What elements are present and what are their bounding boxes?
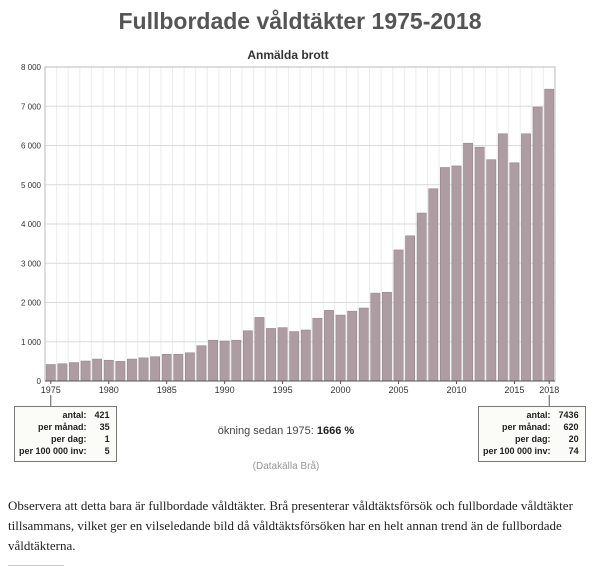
bar-1989 [208, 339, 218, 382]
divider [8, 565, 64, 566]
increase-value: 1666 % [316, 425, 355, 437]
chart-subtitle: Anmälda brott [247, 48, 329, 62]
bar-chart: 0 1 000 2 000 3 000 4 000 5 000 6 000 7 000 8 00… [21, 63, 559, 407]
x-tick-label: 2010 [446, 385, 466, 395]
caption-text: Observera att detta bara är fullbordade … [8, 498, 573, 553]
bar-2014 [497, 133, 508, 382]
increase-text: ökning sedan 1975: 1666 % [0, 425, 572, 437]
bar-2006 [405, 235, 415, 382]
y-tick-label: 7 000 [21, 102, 42, 111]
bar-2002 [358, 307, 369, 382]
stats-label: antal: [526, 410, 551, 420]
x-tick-label: 1980 [99, 385, 119, 395]
x-tick-label: 2000 [331, 385, 351, 395]
bar-2000 [335, 314, 346, 382]
stats-value: 1 [104, 434, 110, 444]
stats-box-start: antal: 421 per månad: 35 per dag: 1 per 100… [14, 406, 117, 462]
bar-1978 [80, 360, 91, 382]
bar-2016 [521, 133, 531, 382]
stats-row: per dag: 20 [483, 434, 579, 446]
bar-2017 [532, 106, 543, 382]
bar-1987 [185, 352, 195, 382]
bar-1995 [277, 327, 288, 382]
stats-value: 20 [568, 434, 579, 444]
bar-2011 [463, 142, 473, 382]
bar-1999 [324, 310, 334, 382]
stats-value: 7436 [558, 410, 579, 420]
stats-value: 5 [104, 446, 110, 456]
x-tick-label: 2005 [389, 385, 409, 395]
bar-1990 [219, 340, 230, 382]
bar-2012 [474, 146, 485, 382]
stats-value: 620 [563, 422, 579, 432]
stats-row: per 100 000 inv: 5 [19, 446, 110, 458]
stats-row: per dag: 1 [19, 434, 110, 446]
stats-label: per dag: [515, 434, 551, 444]
bar-1980 [103, 359, 114, 382]
stats-row: per månad: 35 [19, 422, 110, 434]
bar-2005 [393, 249, 404, 382]
data-source: (Datakälla Brå) [252, 461, 320, 472]
bar-2013 [486, 159, 497, 382]
stats-label: per 100 000 inv: [483, 446, 551, 456]
bar-2008 [428, 188, 439, 382]
stats-value: 74 [568, 446, 579, 456]
stats-row: per månad: 620 [483, 422, 579, 434]
y-tick-label: 0 [37, 377, 42, 386]
y-tick-label: 5 000 [21, 181, 42, 190]
bar-1985 [161, 354, 172, 382]
y-tick-label: 4 000 [21, 220, 42, 229]
bar-1986 [173, 354, 184, 382]
x-tick-label: 1990 [215, 385, 235, 395]
stats-label: per månad: [502, 422, 551, 432]
stats-row: antal: 7436 [483, 410, 579, 422]
bar-1996 [289, 331, 300, 382]
y-tick-label: 6 000 [21, 142, 42, 151]
bar-1997 [300, 329, 311, 382]
chart-title: Fullbordade våldtäkter 1975-2018 [118, 8, 482, 34]
stats-row: antal: 421 [19, 410, 110, 422]
bar-2010 [451, 165, 462, 382]
bar-1983 [138, 357, 149, 382]
bar-1979 [92, 358, 103, 382]
increase-label: ökning sedan 1975: [217, 425, 314, 437]
x-tick-label: 2015 [504, 385, 524, 395]
stats-value: 35 [99, 422, 110, 432]
y-tick-label: 3 000 [21, 259, 42, 268]
bar-2009 [440, 167, 450, 382]
x-tick-label: 2018 [539, 385, 559, 395]
bar-1988 [196, 345, 207, 382]
stats-box-end: antal: 7436 per månad: 620 per dag: 20 per … [478, 406, 586, 462]
y-tick-label: 2 000 [21, 299, 42, 308]
bar-1992 [242, 330, 253, 382]
bar-2001 [347, 310, 358, 382]
x-tick-label: 1975 [41, 385, 61, 395]
bar-1975 [45, 364, 56, 382]
bar-1977 [69, 362, 79, 382]
bar-2015 [509, 162, 520, 382]
bar-2007 [416, 212, 427, 382]
bar-1991 [231, 339, 242, 382]
bar-1981 [115, 361, 126, 382]
stats-row: per 100 000 inv: 74 [483, 446, 579, 458]
x-tick-label: 1985 [157, 385, 177, 395]
bar-1993 [254, 317, 265, 382]
bar-1994 [266, 328, 276, 382]
bar-1984 [150, 356, 161, 382]
stats-label: per 100 000 inv: [19, 446, 87, 456]
y-tick-label: 1 000 [21, 338, 42, 347]
x-tick-label: 1995 [273, 385, 293, 395]
stats-label: per dag: [51, 434, 87, 444]
stats-value: 421 [94, 410, 110, 420]
stats-label: antal: [62, 410, 87, 420]
bar-1982 [127, 358, 137, 382]
bar-2004 [382, 292, 392, 382]
bar-2018 [544, 88, 555, 382]
bar-2003 [370, 292, 381, 382]
y-tick-label: 8 000 [21, 63, 42, 72]
bar-1976 [57, 363, 68, 382]
bar-1998 [312, 317, 323, 382]
stats-label: per månad: [38, 422, 87, 432]
